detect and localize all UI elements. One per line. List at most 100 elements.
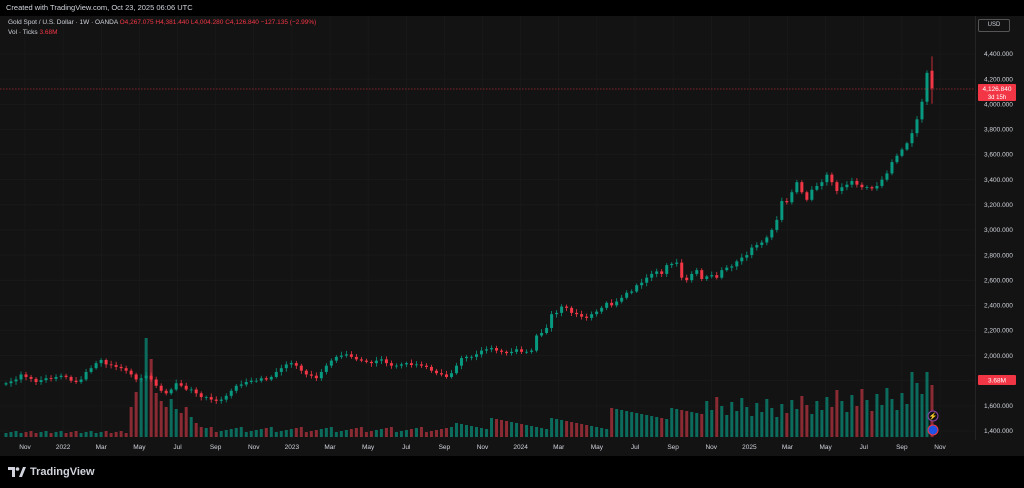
candle-body: [204, 397, 208, 398]
time-tick-label: Sep: [439, 444, 451, 451]
volume-bar: [795, 409, 799, 437]
candle-body: [695, 270, 699, 274]
candle-body: [505, 351, 509, 354]
volume-bar: [144, 338, 148, 437]
candle-body: [319, 371, 323, 379]
candle-body: [520, 349, 524, 352]
time-tick-label: Nov: [19, 444, 31, 451]
volume-bar: [540, 428, 544, 437]
volume-bar: [39, 432, 43, 437]
volume-bar: [640, 414, 644, 437]
volume-bar: [600, 428, 604, 437]
volume-bar: [565, 421, 569, 437]
volume-bar: [680, 410, 684, 437]
volume-bar: [470, 426, 474, 437]
current-price-text: 4,126.840: [983, 86, 1012, 93]
volume-bar: [825, 397, 829, 437]
volume-bar: [870, 411, 874, 437]
volume-bar: [590, 426, 594, 437]
candle-body: [510, 351, 514, 354]
volume-bar: [419, 427, 423, 437]
volume-bar: [309, 431, 313, 437]
volume-bar: [64, 433, 68, 437]
chart-frame[interactable]: 1,400.0001,600.0001,800.0002,000.0002,20…: [0, 16, 1024, 456]
candle-body: [34, 378, 38, 382]
volume-bar: [525, 425, 529, 437]
candle-body: [69, 376, 73, 381]
candle-body: [384, 359, 388, 364]
volume-bar: [545, 429, 549, 437]
candle-body: [404, 363, 408, 365]
candle-body: [865, 187, 869, 189]
candle-body: [349, 354, 353, 357]
candle-body: [475, 354, 479, 357]
price-tick-label: 2,400.000: [984, 303, 1013, 310]
volume-bar: [710, 410, 714, 437]
candle-body: [134, 374, 138, 380]
volume-bar: [700, 414, 704, 437]
volume-bar: [434, 430, 438, 437]
candle-body: [880, 179, 884, 186]
low-value: L4,004.280: [190, 19, 224, 26]
volume-bar: [750, 416, 754, 437]
volume-bar: [439, 429, 443, 437]
volume-bar: [620, 410, 624, 437]
candle-body: [434, 370, 438, 374]
candle-body: [89, 368, 93, 372]
volume-bar: [805, 405, 809, 437]
volume-bar: [815, 401, 819, 437]
candle-body: [174, 383, 178, 390]
candle-body: [585, 316, 589, 318]
volume-bar: [695, 413, 699, 437]
candle-body: [44, 378, 48, 381]
price-tick-label: 4,400.000: [984, 51, 1013, 58]
candle-body: [535, 335, 539, 351]
volume-bar: [394, 432, 398, 437]
candle-body: [675, 262, 679, 264]
volume-bar: [224, 430, 228, 437]
volume-bar: [94, 433, 98, 437]
volume-bar: [199, 427, 203, 437]
volume-bar: [44, 431, 48, 437]
time-tick-label: Nov: [705, 444, 717, 451]
candle-body: [244, 381, 248, 385]
price-chart[interactable]: 1,400.0001,600.0001,800.0002,000.0002,20…: [0, 16, 1024, 456]
candle-body: [334, 356, 338, 361]
volume-bar: [424, 432, 428, 437]
time-tick-label: Jul: [173, 444, 182, 451]
currency-button[interactable]: USD: [978, 19, 1010, 32]
time-tick-label: Mar: [324, 444, 336, 451]
volume-bar: [880, 405, 884, 437]
candle-body: [139, 378, 143, 380]
volume-badge-text: 3.68M: [988, 378, 1006, 385]
candle-body: [580, 314, 584, 317]
event-markers[interactable]: ⚡: [927, 410, 939, 436]
candle-body: [470, 356, 474, 358]
volume-bar: [580, 424, 584, 437]
candle-body: [64, 375, 68, 377]
volume-bar: [369, 431, 373, 437]
tradingview-brand[interactable]: TradingView: [8, 466, 95, 478]
candle-body: [409, 363, 413, 366]
candle-body: [259, 378, 263, 381]
volume-bar: [900, 393, 904, 437]
volume-bar: [915, 383, 919, 437]
candle-body: [414, 364, 418, 366]
candle-body: [725, 267, 729, 271]
candle-body: [480, 350, 484, 355]
volume-bar: [314, 430, 318, 437]
candle-body: [39, 380, 43, 382]
candle-body: [850, 180, 854, 185]
candle-body: [660, 271, 664, 274]
volume-bar: [685, 411, 689, 437]
volume-bar: [154, 393, 158, 437]
candle-body: [194, 389, 198, 394]
volume-bar: [134, 392, 138, 437]
volume-bar: [19, 433, 23, 437]
candle-body: [560, 306, 564, 313]
volume-bar: [845, 412, 849, 437]
candle-body: [169, 389, 173, 394]
volume-bar: [384, 428, 388, 437]
candle-body: [820, 182, 824, 186]
volume-bar: [860, 389, 864, 437]
